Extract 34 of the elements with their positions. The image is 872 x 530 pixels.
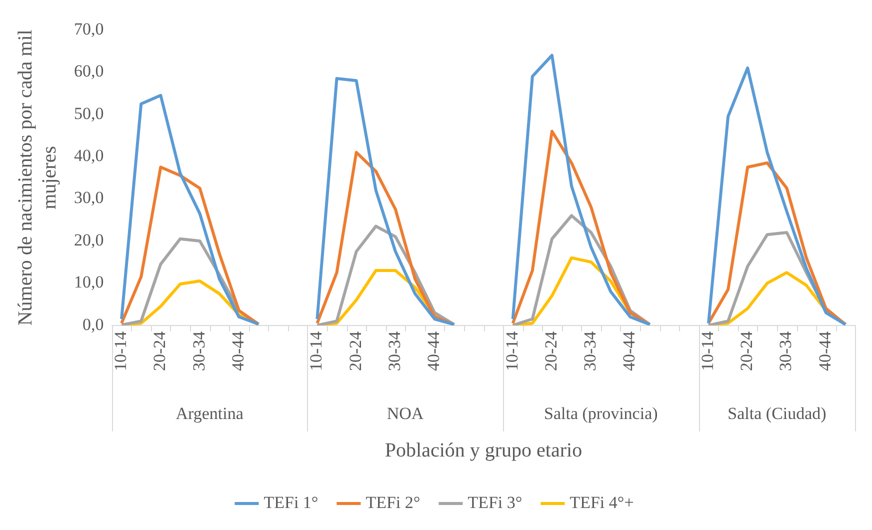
text: NOA xyxy=(386,404,424,423)
x-tick-label: 20-24 xyxy=(346,330,365,372)
text: Salta (provincia) xyxy=(544,404,658,423)
x-tick-label: 40-44 xyxy=(815,330,834,372)
legend-label: TEFi 1° xyxy=(264,492,318,512)
x-tick-label: 40-44 xyxy=(424,330,444,372)
x-tick-label: 10-14 xyxy=(502,330,522,372)
y-tick-label: 20,0 xyxy=(74,230,104,250)
y-tick-label: 60,0 xyxy=(74,62,104,81)
x-tick-label: 10-14 xyxy=(111,330,130,372)
legend-label: TEFi 2° xyxy=(366,492,420,512)
x-tick-label: 20-24 xyxy=(541,330,560,372)
y-tick-label: 70,0 xyxy=(74,19,104,38)
x-tick-label: 30-34 xyxy=(776,330,796,372)
y-axis-title: Número de nacimientos por cada mil mujeres xyxy=(14,29,60,326)
x-tick-label: 10-14 xyxy=(306,330,326,372)
x-tick-label: 20-24 xyxy=(737,330,756,372)
x-tick-label: 30-34 xyxy=(189,330,208,372)
x-tick-label: 20-24 xyxy=(150,330,170,372)
y-tick-label: 40,0 xyxy=(74,146,104,166)
x-axis-title: Población y grupo etario xyxy=(384,439,582,462)
text: Salta (Ciudad) xyxy=(728,404,826,423)
x-tick-label: 30-34 xyxy=(580,330,600,372)
y-tick-label: 50,0 xyxy=(74,104,104,123)
y-tick-label: 10,0 xyxy=(74,272,104,292)
x-tick-label: 10-14 xyxy=(698,330,717,372)
x-tick-label: 40-44 xyxy=(620,330,639,372)
y-tick-label: 30,0 xyxy=(74,188,104,208)
y-tick-label: 0,0 xyxy=(82,314,104,334)
x-tick-label: 40-44 xyxy=(228,330,248,372)
text: Argentina xyxy=(176,404,244,423)
legend-label: TEFi 4°+ xyxy=(570,492,634,512)
legend-label: TEFi 3° xyxy=(468,492,522,512)
x-tick-label: 30-34 xyxy=(384,330,404,372)
